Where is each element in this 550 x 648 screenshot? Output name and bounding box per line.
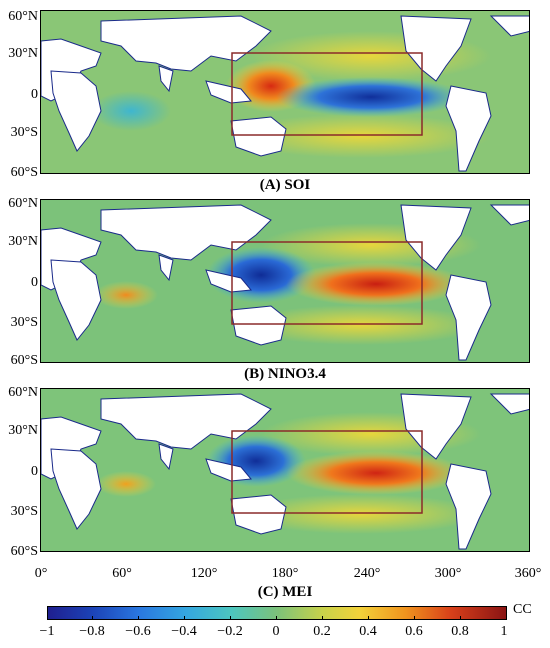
- colorbar-tick: −0.8: [79, 624, 105, 639]
- colorbar-tick: 0: [272, 624, 280, 639]
- colorbar-unit: CC: [513, 602, 532, 617]
- map-panel-soi: [40, 10, 530, 174]
- lon-label-240: 240°: [353, 566, 381, 581]
- land-masses: [41, 204, 529, 361]
- lon-label-120: 120°: [190, 566, 218, 581]
- lat-label-60n: 60°N: [8, 385, 38, 400]
- negative-correlation-region: [276, 77, 466, 117]
- lat-label-60s: 60°S: [10, 544, 38, 559]
- lon-label-300: 300°: [434, 566, 462, 581]
- land-masses: [41, 393, 529, 550]
- lon-label-60: 60°: [112, 566, 132, 581]
- colorbar-tick: 0.8: [451, 624, 469, 639]
- lat-label-0: 0: [31, 275, 38, 290]
- colorbar-tick: −0.2: [217, 624, 243, 639]
- panel-caption-mei: (C) MEI: [257, 584, 313, 600]
- colorbar: [47, 606, 507, 620]
- lat-label-60s: 60°S: [10, 165, 38, 180]
- colorbar-tick: 0.2: [313, 624, 331, 639]
- land-masses: [41, 15, 529, 172]
- colorbar-tick: −0.4: [171, 624, 197, 639]
- positive-correlation-region: [286, 451, 466, 495]
- panel-caption-nino34: (B) NINO3.4: [244, 366, 326, 382]
- colorbar-tick: −0.6: [125, 624, 151, 639]
- lat-label-30s: 30°S: [10, 504, 38, 519]
- lat-label-60n: 60°N: [8, 196, 38, 211]
- colorbar-tick: −1: [39, 624, 55, 639]
- map-panel-nino34: [40, 199, 530, 363]
- positive-correlation-region: [286, 262, 466, 306]
- lat-label-30s: 30°S: [10, 125, 38, 140]
- colorbar-tick: 0.4: [359, 624, 377, 639]
- lat-label-30n: 30°N: [8, 423, 38, 438]
- colorbar-tick: 1: [500, 624, 508, 639]
- lat-label-30n: 30°N: [8, 234, 38, 249]
- map-panel-mei: [40, 388, 530, 552]
- colorbar-tick: 0.6: [405, 624, 423, 639]
- lat-label-60s: 60°S: [10, 353, 38, 368]
- lon-label-360: 360°: [514, 566, 542, 581]
- nino-region-box: [231, 430, 423, 514]
- lat-label-0: 0: [31, 87, 38, 102]
- panel-caption-soi: (A) SOI: [259, 177, 311, 193]
- lon-label-0: 0°: [34, 566, 48, 581]
- lat-label-30s: 30°S: [10, 315, 38, 330]
- lat-label-0: 0: [31, 464, 38, 479]
- lat-label-30n: 30°N: [8, 46, 38, 61]
- nino-region-box: [231, 52, 423, 136]
- lat-label-60n: 60°N: [8, 9, 38, 24]
- nino-region-box: [231, 241, 423, 325]
- lon-label-180: 180°: [271, 566, 299, 581]
